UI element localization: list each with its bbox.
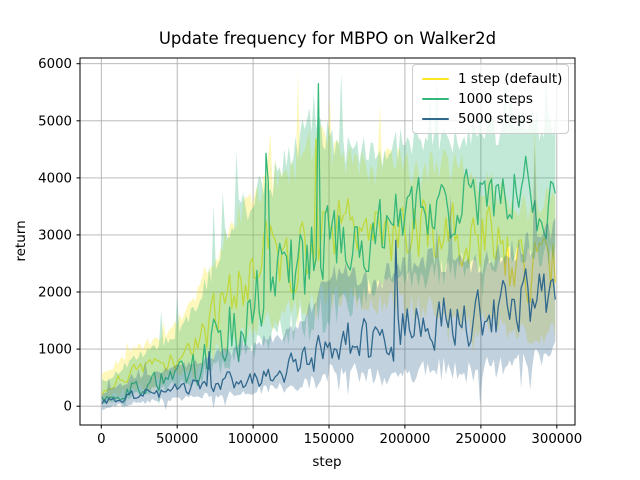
x-tick-label: 0 [97,432,105,447]
legend-item: 5000 steps [422,111,559,127]
x-tick-label: 100000 [228,432,279,447]
y-tick-label: 2000 [38,286,72,301]
y-tick-label: 6000 [38,57,72,72]
series-line-1 [101,82,556,403]
y-tick-label: 3000 [38,228,72,243]
legend: 1 step (default) 1000 steps 5000 steps [412,64,569,134]
y-tick-label: 5000 [38,114,72,129]
legend-swatch-1-step [422,77,449,81]
y-axis-label: return [13,220,29,262]
x-tick-label: 150000 [304,432,355,447]
x-tick-label: 250000 [456,432,507,447]
y-tick-label: 0 [64,400,72,415]
x-tick-label: 200000 [380,432,431,447]
legend-label: 5000 steps [458,111,533,127]
legend-label: 1 step (default) [458,71,563,87]
legend-label: 1000 steps [458,91,533,107]
chart-title: Update frequency for MBPO on Walker2d [158,29,497,48]
series-band-2 [102,143,556,411]
series-group [101,72,556,411]
legend-item: 1000 steps [422,91,559,107]
x-tick-label: 50000 [156,432,198,447]
x-axis-label: step [312,454,342,470]
series-band-1 [102,72,556,409]
y-tick-label: 1000 [38,343,72,358]
legend-swatch-1000-steps [422,97,449,101]
series-line-2 [101,239,556,405]
legend-item: 1 step (default) [422,71,563,87]
y-tick-label: 4000 [38,171,72,186]
legend-swatch-5000-steps [422,117,449,121]
plot-border [79,57,576,426]
x-tick-label: 300000 [531,432,582,447]
